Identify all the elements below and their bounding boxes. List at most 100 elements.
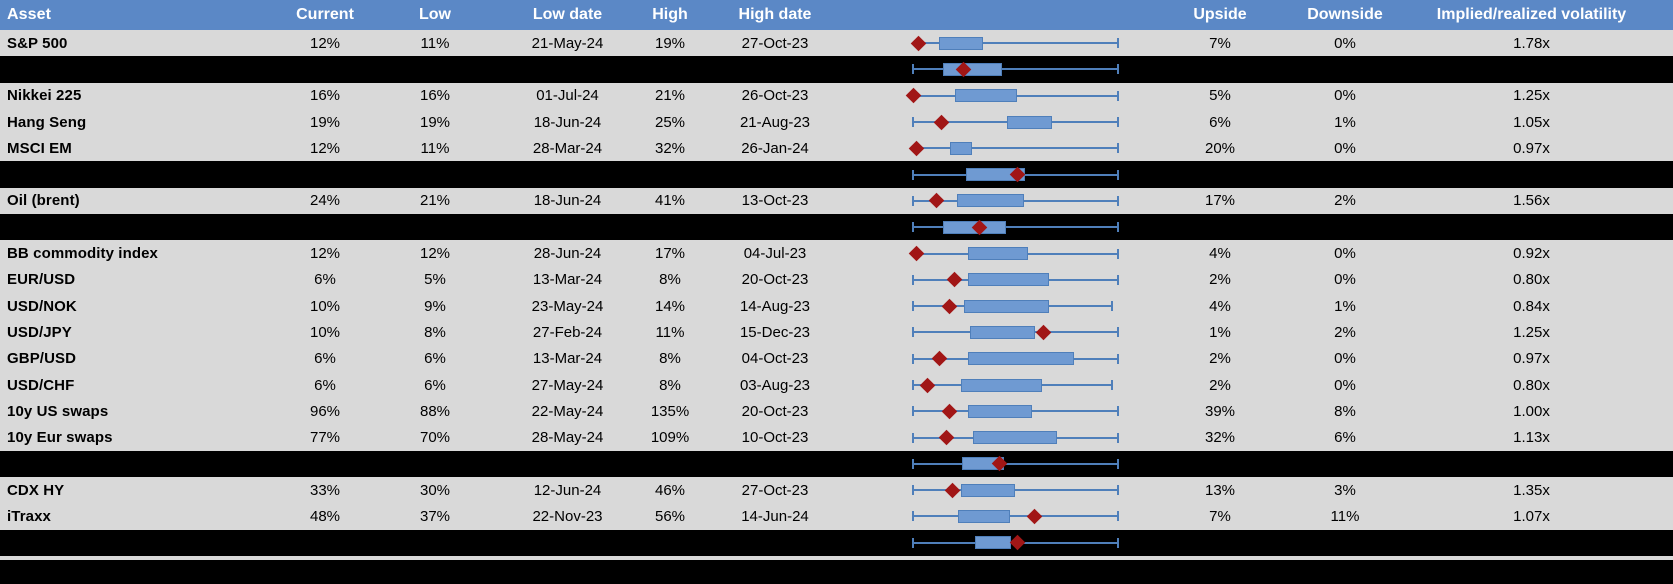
header-row: Asset Current Low Low date High High date Upsi…: [0, 0, 1673, 30]
range-box: [973, 431, 1057, 445]
cell-high_date: 04-Oct-23: [741, 350, 809, 368]
column-header-current: Current: [296, 6, 354, 23]
cell-current: 6%: [314, 350, 336, 368]
range-box: [964, 299, 1049, 313]
cell-upside: 7%: [1209, 34, 1231, 52]
cell-low_date: 22-Nov-23: [532, 507, 603, 525]
cell-current: 96%: [309, 402, 341, 420]
whisker-cap-right: [1110, 301, 1113, 312]
current-marker-diamond-icon: [911, 35, 927, 51]
cell-low: 12%: [419, 245, 451, 263]
cell-implied_realized_vol: 1.00x: [1513, 402, 1550, 420]
boxplot: [855, 319, 1140, 345]
whisker-cap-right: [1117, 248, 1119, 259]
cell-current: 33%: [309, 481, 341, 499]
cell-current: 12%: [309, 34, 341, 52]
cell-low_date: 23-May-24: [531, 297, 604, 315]
cell-current: 16%: [309, 87, 341, 105]
whisker-cap-right: [1117, 222, 1119, 233]
cell-downside: 1%: [1334, 297, 1356, 315]
separator-boxplot-anchor: [855, 451, 1140, 477]
cell-implied_realized_vol: 0.80x: [1513, 271, 1550, 289]
cell-low: 11%: [420, 139, 450, 157]
column-header-low_date: Low date: [532, 6, 603, 23]
bottom-divider-strip: [0, 555, 1673, 560]
cell-low_date: 27-May-24: [531, 376, 604, 394]
cell-low_date: 22-May-24: [531, 402, 604, 420]
whisker-cap-right: [1117, 195, 1119, 206]
whisker-cap-right: [1117, 458, 1119, 469]
cell-asset: USD/CHF: [7, 376, 75, 394]
range-box: [960, 378, 1042, 392]
cell-downside: 0%: [1334, 34, 1356, 52]
whisker-cap-right: [1117, 537, 1119, 548]
cell-asset: iTraxx: [7, 507, 51, 525]
cell-low_date: 28-Mar-24: [532, 139, 603, 157]
cell-implied_realized_vol: 1.25x: [1513, 323, 1550, 341]
whisker-cap-left: [912, 432, 914, 443]
whisker-cap-left: [912, 406, 914, 417]
cell-asset: USD/NOK: [7, 297, 77, 315]
cell-implied_realized_vol: 1.07x: [1513, 507, 1550, 525]
table-body: S&P 500 12% 11% 21-May-24 19% 27-Oct-23 7% 0% 1.…: [0, 30, 1673, 584]
current-marker-diamond-icon: [942, 403, 958, 420]
range-box: [960, 483, 1016, 497]
cell-upside: 7%: [1209, 507, 1231, 525]
cell-low: 19%: [419, 113, 451, 131]
whisker-cap-left: [912, 117, 914, 128]
cell-high_date: 21-Aug-23: [739, 113, 811, 131]
cell-downside: 2%: [1334, 192, 1356, 210]
cell-downside: 0%: [1334, 87, 1356, 105]
column-header-boxplot: [855, 0, 1140, 30]
cell-asset: USD/JPY: [7, 323, 72, 341]
separator-boxplot-anchor: [855, 161, 1140, 187]
whisker-cap-left: [912, 458, 914, 469]
row-gbp-usd: GBP/USD 6% 6% 13-Mar-24 8% 04-Oct-23 2% 0% 0.97x: [0, 345, 1673, 372]
cell-downside: 0%: [1334, 139, 1356, 157]
cell-upside: 5%: [1209, 87, 1231, 105]
whisker-cap-left: [912, 353, 914, 364]
separator-row-with-boxplot: [0, 56, 1673, 83]
cell-upside: 39%: [1204, 402, 1236, 420]
cell-downside: 1%: [1334, 113, 1356, 131]
whisker-cap-left: [912, 380, 914, 390]
boxplot: [855, 30, 1140, 56]
cell-low: 6%: [424, 350, 446, 368]
cell-high: 56%: [654, 507, 686, 525]
cell-high: 21%: [654, 87, 686, 105]
whisker-cap-left: [912, 327, 914, 338]
cell-low: 88%: [419, 402, 451, 420]
current-marker-diamond-icon: [905, 87, 921, 104]
whisker-cap-right: [1117, 64, 1119, 75]
cell-current: 48%: [309, 507, 341, 525]
cell-asset: S&P 500: [7, 34, 68, 52]
cell-high_date: 14-Jun-24: [741, 507, 809, 525]
cell-low: 8%: [424, 323, 446, 341]
row-10y-eur-swaps: 10y Eur swaps 77% 70% 28-May-24 109% 10-Oct-2…: [0, 424, 1673, 451]
cell-high: 46%: [654, 481, 686, 499]
whisker-cap-left: [912, 222, 914, 233]
separator-row-with-boxplot: [0, 161, 1673, 188]
whisker-cap-right: [1110, 380, 1113, 390]
current-marker-diamond-icon: [1009, 535, 1026, 551]
cell-implied_realized_vol: 1.05x: [1513, 113, 1550, 131]
cell-upside: 2%: [1209, 350, 1231, 368]
cell-asset: GBP/USD: [7, 350, 77, 368]
row-itraxx: iTraxx 48% 37% 22-Nov-23 56% 14-Jun-24 7% 11% 1.…: [0, 503, 1673, 530]
cell-asset: EUR/USD: [7, 271, 76, 289]
cell-low: 9%: [424, 297, 446, 315]
boxplot: [855, 83, 1140, 109]
current-marker-diamond-icon: [931, 350, 947, 367]
separator-boxplot-anchor: [855, 530, 1140, 556]
range-box: [1007, 115, 1052, 129]
whisker-cap-right: [1117, 327, 1119, 338]
cell-upside: 13%: [1204, 481, 1236, 499]
current-marker-diamond-icon: [946, 272, 962, 288]
column-header-upside: Upside: [1193, 6, 1247, 23]
whisker-cap-left: [912, 485, 914, 496]
boxplot: [855, 240, 1140, 266]
range-box: [967, 352, 1074, 366]
cell-current: 10%: [309, 297, 341, 315]
cell-high_date: 03-Aug-23: [739, 376, 811, 394]
whisker-line: [913, 462, 1118, 465]
